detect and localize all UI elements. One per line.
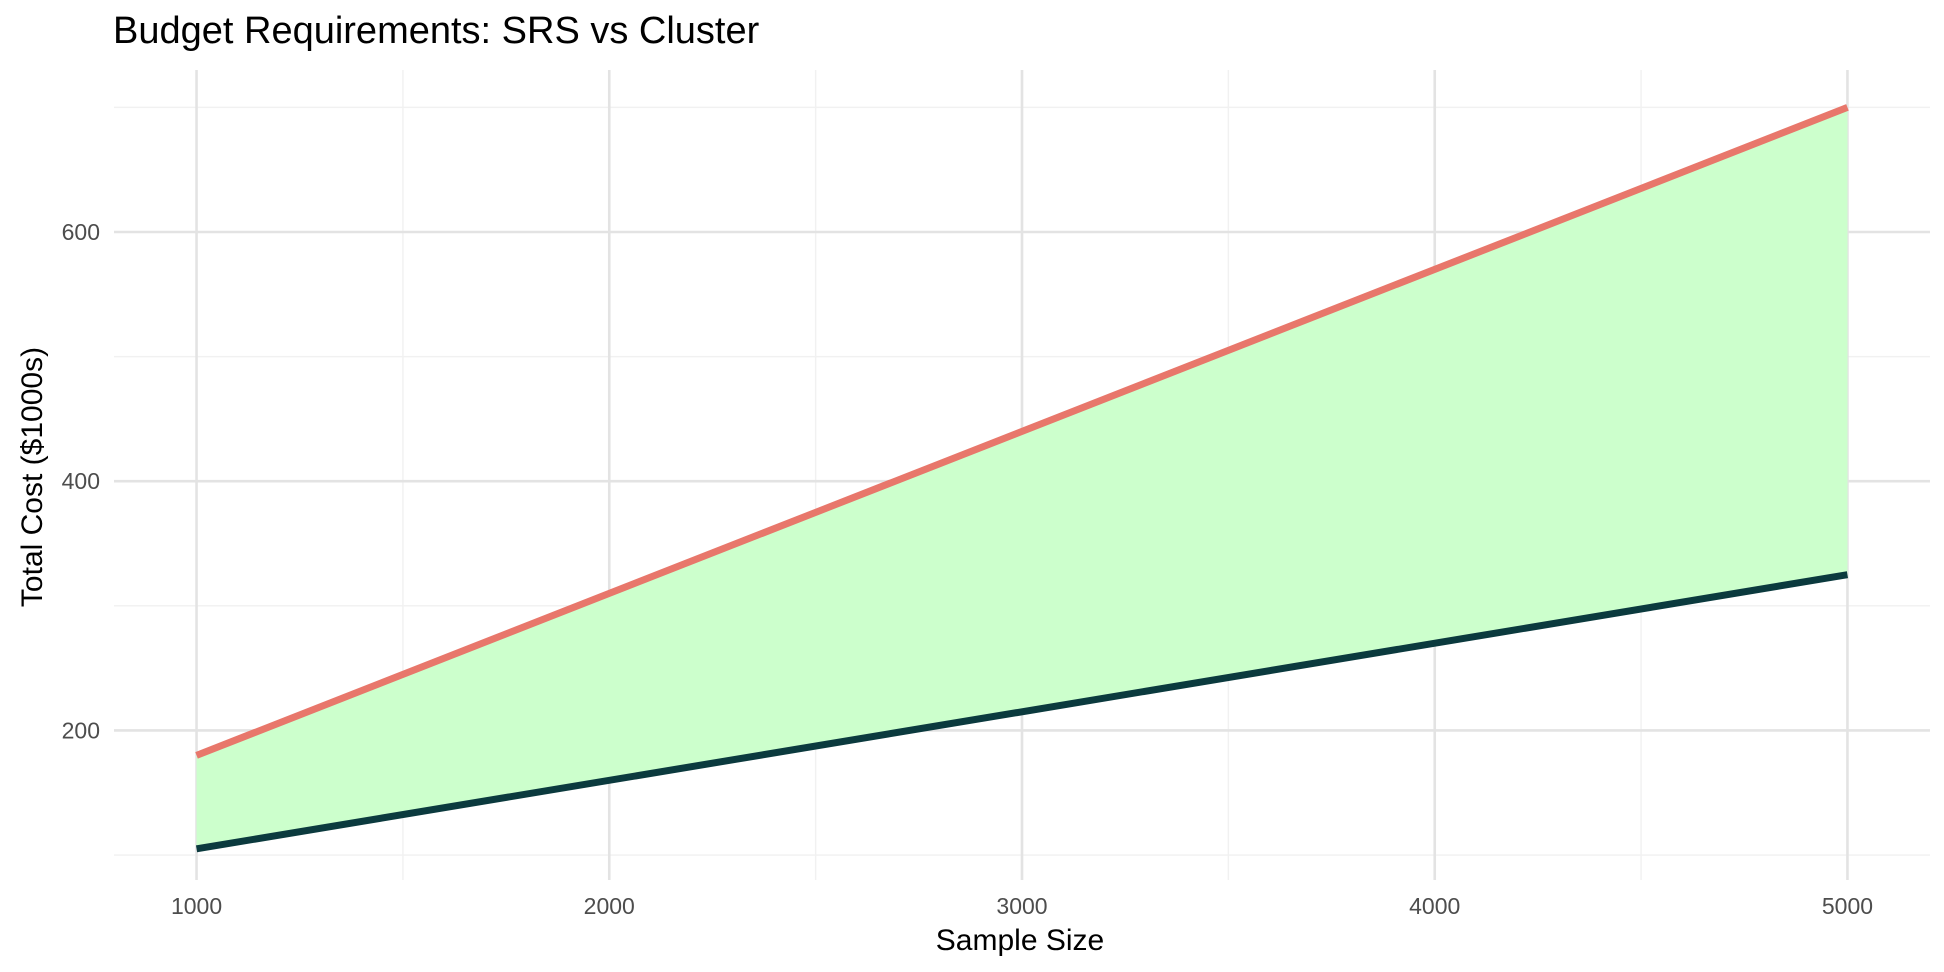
x-tick-label: 1000 (171, 893, 222, 919)
x-tick-label: 4000 (1409, 893, 1460, 919)
y-tick-label: 600 (62, 219, 100, 245)
chart-title: Budget Requirements: SRS vs Cluster (113, 10, 760, 52)
series-line-1 (195, 571, 1849, 853)
ribbon-layer (196, 107, 1848, 849)
y-tick-label: 400 (62, 468, 100, 494)
x-tick-label: 2000 (584, 893, 635, 919)
y-axis-title: Total Cost ($1000s) (16, 347, 49, 607)
x-tick-labels: 1000 2000 3000 4000 5000 (171, 893, 1873, 919)
series-line-0 (195, 104, 1849, 759)
x-tick-label: 3000 (996, 893, 1047, 919)
cost-difference-ribbon (196, 107, 1848, 849)
x-axis-title: Sample Size (936, 924, 1104, 957)
y-tick-labels: 200 400 600 (62, 219, 100, 743)
x-tick-label: 5000 (1822, 893, 1873, 919)
lines-layer (195, 104, 1849, 853)
y-tick-label: 200 (62, 717, 100, 743)
